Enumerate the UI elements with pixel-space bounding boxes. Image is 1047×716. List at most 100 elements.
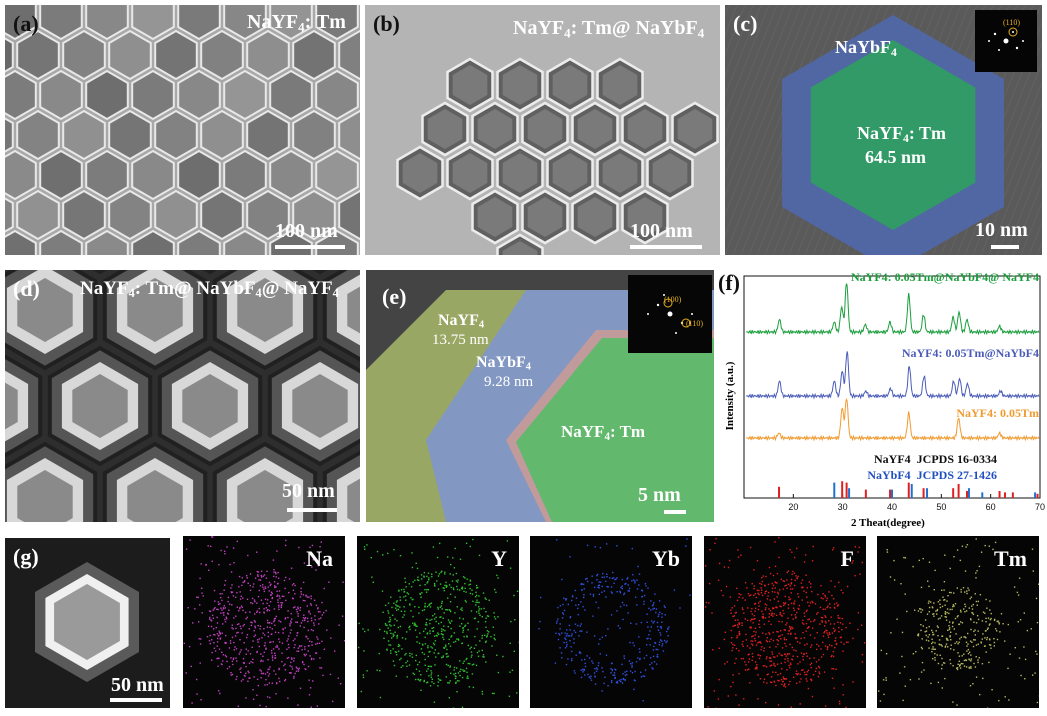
particle — [200, 189, 244, 241]
diffraction-spot — [647, 313, 649, 315]
core — [17, 278, 73, 342]
lattice-fringe — [725, 5, 810, 217]
diffraction-spot — [1015, 46, 1019, 50]
diffraction-spot — [675, 332, 677, 334]
panel-label-d: (d) — [13, 276, 40, 301]
x-tick-label: 50 — [936, 502, 946, 512]
lattice-fringe — [725, 5, 770, 117]
core — [347, 286, 360, 334]
scale-label-g: 50 nm — [111, 674, 164, 696]
fft-marker — [681, 318, 691, 328]
particle — [39, 229, 83, 255]
panel-label-a: (a) — [13, 11, 39, 36]
core-size-c: 64.5 nm — [865, 147, 927, 167]
fft-inset-c: (110) — [975, 10, 1037, 72]
particle — [5, 69, 37, 121]
panel-g-haadf: (g) 50 nm — [5, 538, 170, 708]
panel-b: (b) NaYF4: Tm@ NaYbF4 100 nm — [365, 5, 720, 255]
series-label-1: NaYF4: 0.05Tm@NaYbF4@ NaYF4 — [851, 270, 1039, 284]
core — [5, 382, 18, 430]
lattice-fringe — [1004, 161, 1042, 255]
lattice-fringe — [996, 141, 1042, 255]
scale-bar-g — [110, 698, 162, 702]
haadf-image-d — [5, 270, 360, 522]
particle — [315, 5, 359, 41]
x-tick-label: 20 — [788, 502, 798, 512]
series-label-3: NaYF4: 0.05Tm — [956, 406, 1039, 420]
particle — [315, 149, 359, 201]
particle — [246, 29, 290, 81]
fft-label-c: (110) — [1003, 18, 1021, 27]
particle — [131, 69, 175, 121]
x-tick-label: 30 — [838, 502, 848, 512]
particle — [108, 109, 152, 161]
particle — [131, 229, 175, 255]
x-tick-label: 70 — [1035, 502, 1045, 512]
x-tick-label: 40 — [887, 502, 897, 512]
scale-label-c: 10 nm — [975, 219, 1028, 241]
x-axis-label: 2 Theat(degree) — [851, 517, 925, 529]
fft-label-e2: (110) — [686, 319, 704, 328]
diffraction-spot — [656, 303, 660, 307]
panel-c: (c) NaYbF4 NaYF4: Tm 64.5 nm (110) 10 nm — [725, 5, 1042, 255]
particle-core — [552, 65, 588, 105]
panel-label-e: (e) — [382, 284, 407, 309]
outer-shell — [202, 270, 218, 275]
core — [127, 470, 183, 522]
eds-map-image — [538, 538, 691, 702]
particle — [5, 149, 37, 201]
diffraction-spot — [1012, 31, 1014, 33]
particle-core — [502, 153, 538, 193]
particle — [200, 29, 244, 81]
eds-map-na: Na — [183, 536, 345, 708]
series-line — [746, 397, 1040, 442]
particle — [85, 229, 129, 255]
particle — [16, 109, 60, 161]
particle — [315, 69, 359, 121]
scale-bar-c — [991, 245, 1019, 249]
particle — [200, 109, 244, 161]
particle — [62, 29, 106, 81]
lattice-fringe — [725, 5, 826, 255]
particle — [154, 189, 198, 241]
core-label-c: NaYF4: Tm — [857, 123, 947, 145]
eds-element-label: Na — [306, 546, 333, 571]
core — [292, 374, 348, 438]
particle-core — [527, 109, 563, 149]
particle-core — [452, 65, 488, 105]
lattice-fringe — [725, 5, 778, 137]
eds-map-yb: Yb — [530, 536, 692, 708]
particle — [5, 117, 14, 153]
particle — [269, 5, 313, 41]
y-axis-label: Intensity (a.u.) — [724, 361, 736, 431]
particle-core — [502, 241, 538, 255]
particle-core — [577, 109, 613, 149]
particle — [269, 229, 313, 255]
particle-core — [427, 109, 463, 149]
lattice-fringe — [725, 5, 802, 197]
particle-core — [452, 153, 488, 193]
diffraction-spot — [1022, 40, 1024, 42]
hrtem-image-c — [725, 5, 1042, 255]
scale-label-b: 100 nm — [630, 220, 693, 242]
particle — [62, 109, 106, 161]
lattice-fringe — [725, 5, 794, 177]
scale-bar-b — [630, 245, 702, 249]
particle-core — [602, 65, 638, 105]
particle — [177, 229, 221, 255]
particle-core — [502, 65, 538, 105]
particle — [16, 189, 60, 241]
series-line — [746, 351, 1040, 400]
particle-core — [602, 153, 638, 193]
particle — [5, 37, 14, 73]
particle — [131, 5, 175, 41]
particle — [85, 69, 129, 121]
lattice-fringe — [1012, 181, 1042, 255]
fft-pattern-c — [988, 27, 1024, 51]
panel-title-b: NaYF4: Tm@ NaYbF4 — [513, 17, 705, 41]
core — [182, 374, 238, 438]
core-region — [810, 40, 976, 230]
core — [17, 470, 73, 522]
particle — [5, 5, 37, 41]
eds-element-label: Tm — [994, 546, 1027, 571]
